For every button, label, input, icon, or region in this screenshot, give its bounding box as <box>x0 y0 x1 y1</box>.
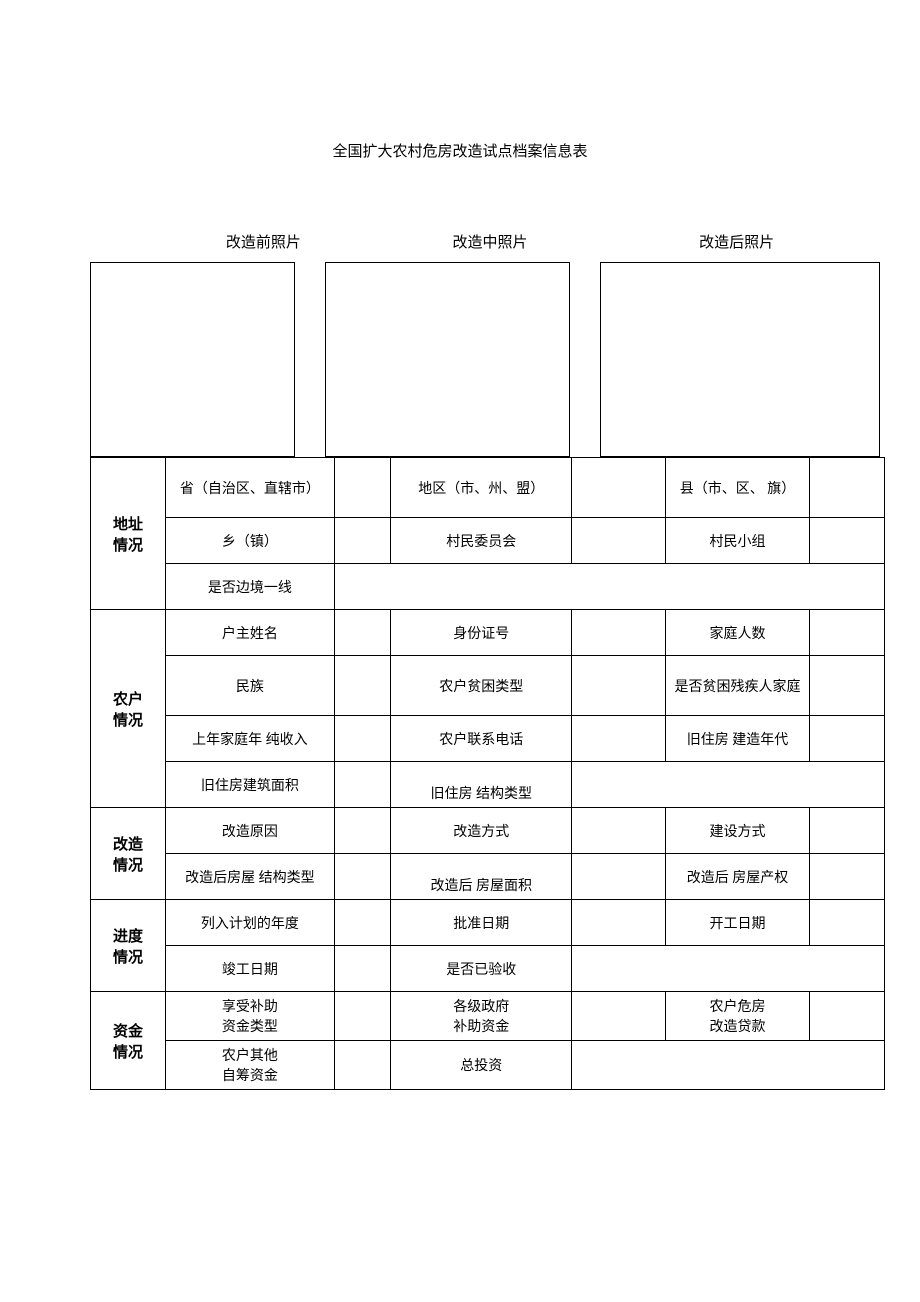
old-area-value <box>334 762 390 808</box>
photo-after-label: 改造后照片 <box>643 231 830 252</box>
approval-date-value <box>572 900 666 946</box>
gov-subsidy-label: 各级政府 补助资金 <box>391 992 572 1041</box>
table-row: 资金 情况 享受补助 资金类型 各级政府 补助资金 农户危房 改造贷款 <box>91 992 885 1041</box>
village-committee-label: 村民委员会 <box>391 518 572 564</box>
county-label: 县（市、区、 旗） <box>666 458 810 518</box>
disabled-family-value <box>809 656 884 716</box>
town-label: 乡（镇） <box>166 518 335 564</box>
photo-before-box <box>90 262 295 457</box>
inspected-label: 是否已验收 <box>391 946 572 992</box>
province-label: 省（自治区、直辖市） <box>166 458 335 518</box>
name-value <box>334 610 390 656</box>
section-household-header: 农户 情况 <box>91 610 166 808</box>
old-year-value <box>809 716 884 762</box>
section-funds-header: 资金 情况 <box>91 992 166 1090</box>
table-row: 地址 情况 省（自治区、直辖市） 地区（市、州、盟） 县（市、区、 旗） <box>91 458 885 518</box>
plan-year-label: 列入计划的年度 <box>166 900 335 946</box>
poverty-type-label: 农户贫困类型 <box>391 656 572 716</box>
village-committee-value <box>572 518 666 564</box>
build-method-value <box>809 808 884 854</box>
new-area-value <box>572 854 666 900</box>
photo-before-label: 改造前照片 <box>170 231 357 252</box>
poverty-type-value <box>572 656 666 716</box>
gov-subsidy-value <box>572 992 666 1041</box>
loan-value <box>809 992 884 1041</box>
build-method-label: 建设方式 <box>666 808 810 854</box>
table-row: 竣工日期 是否已验收 <box>91 946 885 992</box>
start-date-value <box>809 900 884 946</box>
new-property-value <box>809 854 884 900</box>
village-group-value <box>809 518 884 564</box>
completion-date-value <box>334 946 390 992</box>
disabled-family-label: 是否贫困残疾人家庭 <box>666 656 810 716</box>
section-address-header: 地址 情况 <box>91 458 166 610</box>
photo-during-box <box>325 262 570 457</box>
village-group-label: 村民小组 <box>666 518 810 564</box>
ethnicity-label: 民族 <box>166 656 335 716</box>
phone-label: 农户联系电话 <box>391 716 572 762</box>
table-row: 进度 情况 列入计划的年度 批准日期 开工日期 <box>91 900 885 946</box>
reason-label: 改造原因 <box>166 808 335 854</box>
table-row: 改造后房屋 结构类型 改造后 房屋面积 改造后 房屋产权 <box>91 854 885 900</box>
new-property-label: 改造后 房屋产权 <box>666 854 810 900</box>
total-value <box>572 1041 885 1090</box>
method-label: 改造方式 <box>391 808 572 854</box>
border-value <box>334 564 884 610</box>
table-row: 农户其他 自筹资金 总投资 <box>91 1041 885 1090</box>
self-funds-label: 农户其他 自筹资金 <box>166 1041 335 1090</box>
old-structure-label: 旧住房 结构类型 <box>391 762 572 808</box>
new-area-label: 改造后 房屋面积 <box>391 854 572 900</box>
family-size-value <box>809 610 884 656</box>
start-date-label: 开工日期 <box>666 900 810 946</box>
family-size-label: 家庭人数 <box>666 610 810 656</box>
table-row: 上年家庭年 纯收入 农户联系电话 旧住房 建造年代 <box>91 716 885 762</box>
method-value <box>572 808 666 854</box>
self-funds-value <box>334 1041 390 1090</box>
ethnicity-value <box>334 656 390 716</box>
county-value <box>809 458 884 518</box>
border-label: 是否边境一线 <box>166 564 335 610</box>
region-value <box>572 458 666 518</box>
loan-label: 农户危房 改造贷款 <box>666 992 810 1041</box>
photo-labels-row: 改造前照片 改造中照片 改造后照片 <box>0 231 920 252</box>
id-value <box>572 610 666 656</box>
photo-after-box <box>600 262 880 457</box>
info-table: 地址 情况 省（自治区、直辖市） 地区（市、州、盟） 县（市、区、 旗） 乡（镇… <box>90 457 885 1090</box>
table-row: 改造 情况 改造原因 改造方式 建设方式 <box>91 808 885 854</box>
phone-value <box>572 716 666 762</box>
new-structure-value <box>334 854 390 900</box>
subsidy-type-value <box>334 992 390 1041</box>
reason-value <box>334 808 390 854</box>
province-value <box>334 458 390 518</box>
photo-boxes-row <box>0 252 920 457</box>
total-label: 总投资 <box>391 1041 572 1090</box>
subsidy-type-label: 享受补助 资金类型 <box>166 992 335 1041</box>
photo-during-label: 改造中照片 <box>397 231 584 252</box>
annual-income-label: 上年家庭年 纯收入 <box>166 716 335 762</box>
table-row: 民族 农户贫困类型 是否贫困残疾人家庭 <box>91 656 885 716</box>
name-label: 户主姓名 <box>166 610 335 656</box>
form-title: 全国扩大农村危房改造试点档案信息表 <box>0 0 920 231</box>
new-structure-label: 改造后房屋 结构类型 <box>166 854 335 900</box>
plan-year-value <box>334 900 390 946</box>
inspected-value <box>572 946 885 992</box>
annual-income-value <box>334 716 390 762</box>
region-label: 地区（市、州、盟） <box>391 458 572 518</box>
old-area-label: 旧住房建筑面积 <box>166 762 335 808</box>
table-row: 是否边境一线 <box>91 564 885 610</box>
section-progress-header: 进度 情况 <box>91 900 166 992</box>
table-row: 旧住房建筑面积 旧住房 结构类型 <box>91 762 885 808</box>
approval-date-label: 批准日期 <box>391 900 572 946</box>
completion-date-label: 竣工日期 <box>166 946 335 992</box>
old-structure-value <box>572 762 885 808</box>
table-row: 农户 情况 户主姓名 身份证号 家庭人数 <box>91 610 885 656</box>
old-year-label: 旧住房 建造年代 <box>666 716 810 762</box>
town-value <box>334 518 390 564</box>
id-label: 身份证号 <box>391 610 572 656</box>
table-row: 乡（镇） 村民委员会 村民小组 <box>91 518 885 564</box>
section-renovation-header: 改造 情况 <box>91 808 166 900</box>
